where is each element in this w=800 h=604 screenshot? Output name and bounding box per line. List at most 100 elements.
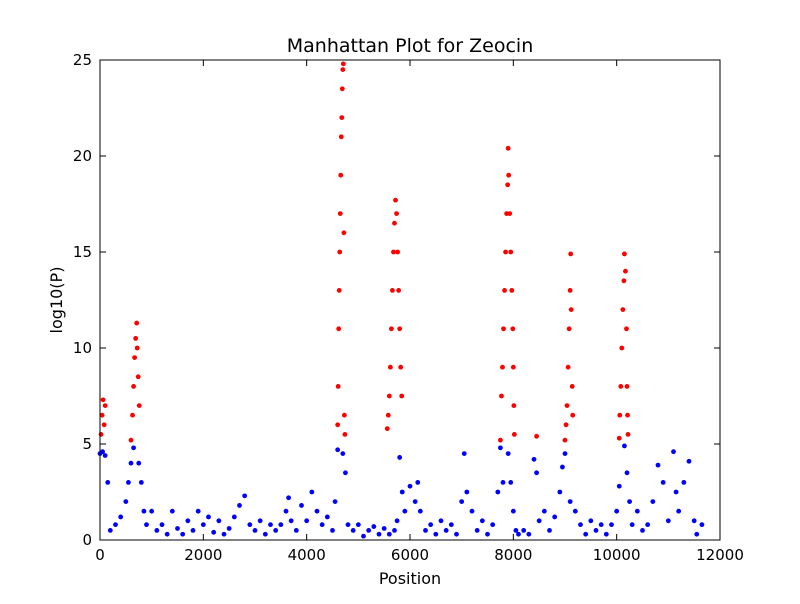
point [501,480,506,485]
point [508,250,513,255]
point [547,528,552,533]
point [335,422,340,427]
point [340,67,345,72]
point [123,499,128,504]
point [216,518,221,523]
point [625,470,630,475]
point [304,518,309,523]
point [588,518,593,523]
point [338,173,343,178]
point [563,451,568,456]
point [560,465,565,470]
point [630,522,635,527]
point [532,457,537,462]
point [101,397,106,402]
point [397,455,402,460]
point [671,449,676,454]
point [388,365,393,370]
point [583,532,588,537]
point [396,288,401,293]
point [512,432,517,437]
point [506,146,511,151]
point [343,432,348,437]
x-tick-label: 8000 [494,546,532,564]
point [622,278,627,283]
point [568,288,573,293]
point [511,403,516,408]
point [557,490,562,495]
point [103,403,108,408]
point [666,518,671,523]
point [462,451,467,456]
point [139,480,144,485]
point [459,499,464,504]
point [185,518,190,523]
point [242,493,247,498]
point [175,526,180,531]
point [563,438,568,443]
point [137,403,142,408]
point [645,522,650,527]
point [333,499,338,504]
point [131,445,136,450]
point [336,384,341,389]
point [366,528,371,533]
point [356,522,361,527]
point [485,532,490,537]
point [387,532,392,537]
point [511,365,516,370]
point [480,518,485,523]
point [415,480,420,485]
point [402,509,407,514]
point [393,198,398,203]
point [339,134,344,139]
point [335,447,340,452]
point [278,522,283,527]
point [640,528,645,533]
point [521,528,526,533]
point [428,522,433,527]
point [567,326,572,331]
point [622,252,627,257]
y-axis-label: log10(P) [47,267,66,334]
point [196,509,201,514]
point [510,326,515,331]
point [609,522,614,527]
point [253,528,258,533]
point [136,461,141,466]
point [395,518,400,523]
point [133,336,138,341]
point [495,490,500,495]
point [222,532,227,537]
x-tick-label: 10000 [593,546,641,564]
point [118,515,123,520]
point [614,509,619,514]
point [565,403,570,408]
point [268,522,273,527]
point [135,346,140,351]
point [498,438,503,443]
point [342,413,347,418]
y-tick-label: 10 [73,339,92,357]
point [149,509,154,514]
point [656,463,661,468]
point [377,532,382,537]
point [516,532,521,537]
plot-area [100,60,720,540]
point [341,230,346,235]
point [681,480,686,485]
point [391,250,396,255]
point [502,288,507,293]
point [449,522,454,527]
point [568,252,573,257]
point [201,522,206,527]
point [413,499,418,504]
point [423,528,428,533]
point [361,534,366,539]
point [620,307,625,312]
x-tick-label: 2000 [184,546,222,564]
point [247,522,252,527]
point [617,436,622,441]
point [500,365,505,370]
point [397,326,402,331]
